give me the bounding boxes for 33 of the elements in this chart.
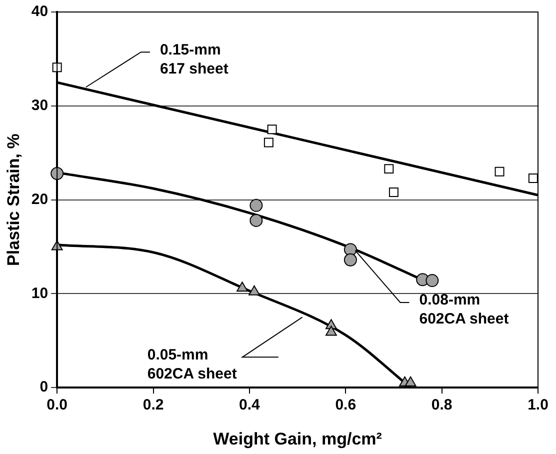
x-tick-label: 0.6 (335, 396, 356, 414)
point (236, 282, 248, 292)
point (384, 164, 394, 174)
y-axis-title: Plastic Strain, % (4, 134, 23, 266)
x-tick-label: 1.0 (528, 396, 548, 414)
annotation: 0.15-mm 617 sheet (160, 41, 228, 78)
point (264, 138, 274, 148)
point (388, 188, 398, 198)
y-tick-label: 30 (31, 97, 48, 114)
y-tick-label: 40 (31, 3, 48, 20)
point (50, 167, 64, 180)
point (267, 124, 277, 134)
x-tick-label: 0.4 (239, 396, 261, 414)
y-tick-label: 10 (31, 284, 48, 302)
x-tick-label: 0.8 (431, 396, 452, 414)
point (52, 62, 62, 72)
x-tick-label: 0.0 (46, 396, 68, 414)
annotation: 0.05-mm 602CA sheet (147, 346, 237, 382)
x-tick-label: 0.2 (142, 396, 164, 414)
point (250, 214, 263, 227)
point (528, 173, 538, 183)
point (250, 198, 263, 212)
point (494, 166, 504, 176)
point (248, 285, 260, 296)
point (51, 240, 63, 250)
point (404, 376, 416, 386)
point (326, 326, 337, 336)
point (426, 274, 439, 288)
point (344, 253, 357, 266)
annotation: 0.08-mm 602CA sheet (419, 292, 509, 328)
y-tick-label: 20 (31, 190, 48, 208)
y-tick-label: 0 (40, 378, 48, 396)
x-axis-title: Weight Gain, mg/cm² (213, 429, 382, 448)
